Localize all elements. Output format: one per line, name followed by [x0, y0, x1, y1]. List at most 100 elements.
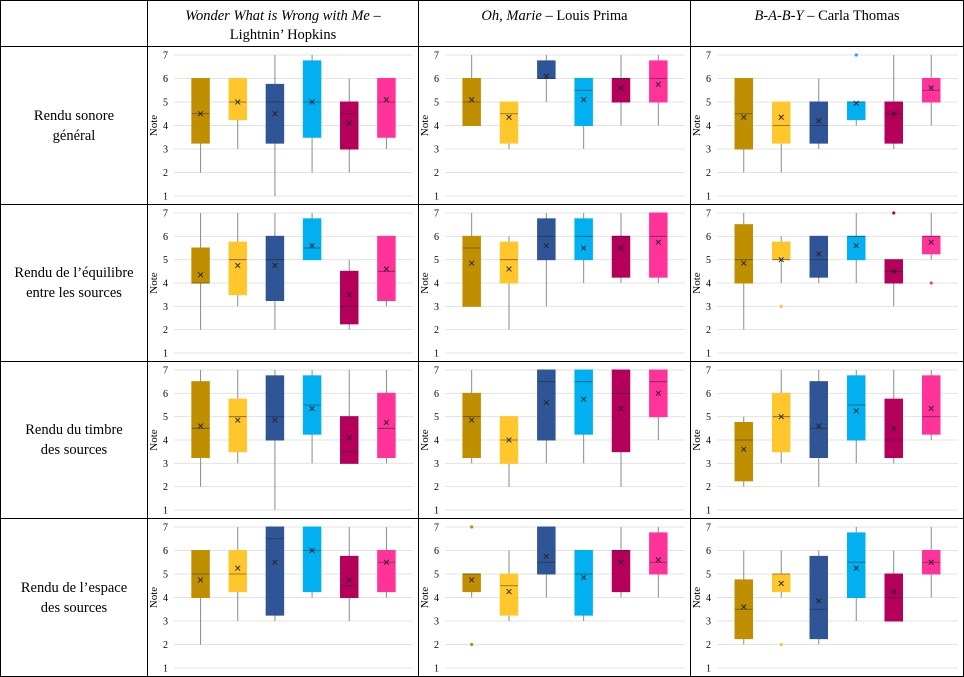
column-header-1: Wonder What is Wrong with Me – Lightnin’…	[147, 0, 419, 47]
column-artist: Louis Prima	[556, 8, 628, 24]
column-separator: –	[541, 8, 557, 24]
box-6	[922, 527, 941, 598]
outlier-point	[470, 525, 474, 529]
y-tick-label: 2	[434, 168, 439, 179]
mean-marker	[197, 111, 204, 117]
box-3	[809, 78, 828, 149]
y-tick-label: 7	[434, 366, 439, 377]
box-4	[847, 370, 866, 464]
column-title: Oh, Marie	[481, 8, 542, 24]
mean-marker	[383, 266, 390, 272]
box-plot-panel: Note 1 2 3 4 5 6 7	[419, 51, 685, 203]
box-body	[499, 241, 519, 284]
y-tick-label: 6	[163, 232, 168, 243]
y-tick-label: 2	[163, 168, 168, 179]
box-body	[884, 101, 903, 144]
box-2	[772, 236, 791, 308]
box-4	[574, 550, 593, 621]
box-4	[302, 213, 322, 261]
box-body	[340, 555, 359, 598]
box-body	[340, 101, 359, 150]
box-1	[462, 55, 481, 126]
mean-marker	[346, 577, 352, 583]
mean-marker	[272, 417, 278, 423]
y-tick-label: 6	[163, 74, 168, 85]
box-6	[649, 527, 668, 598]
mean-marker	[468, 577, 475, 583]
box-5	[884, 55, 903, 149]
mean-marker	[506, 266, 512, 272]
y-tick-label: 5	[706, 570, 711, 581]
outlier-point	[779, 642, 783, 647]
row-label-line: des sources	[40, 599, 108, 616]
outlier-point	[470, 642, 474, 647]
box-body	[462, 573, 481, 593]
row-label-2: Rendu de l’équilibre entre les sources	[0, 204, 148, 362]
box-2	[228, 213, 247, 307]
mean-marker	[853, 100, 859, 106]
box-4	[574, 213, 593, 283]
box-plot-panel: Note 1 2 3 4 5 6 7	[419, 523, 685, 675]
y-tick-label: 2	[163, 640, 168, 651]
column-artist: Lightnin’ Hopkins	[229, 27, 337, 43]
row-label-line: Rendu du timbre	[25, 422, 123, 438]
y-tick-label: 3	[434, 145, 439, 156]
y-tick-label: 5	[163, 412, 168, 423]
mean-marker	[816, 598, 822, 604]
box-5	[611, 213, 631, 283]
box-body	[537, 526, 556, 575]
box-2	[499, 416, 519, 487]
column-header-3: B-A-B-Y – Carla Thomas	[690, 0, 964, 47]
y-tick-label: 3	[163, 459, 168, 470]
y-tick-label: 5	[434, 98, 439, 109]
mean-marker	[580, 396, 587, 402]
column-artist: Carla Thomas	[818, 8, 900, 24]
mean-marker	[928, 559, 934, 565]
box-3	[809, 550, 828, 645]
column-separator: –	[803, 8, 819, 24]
box-body	[922, 235, 941, 255]
y-tick-label: 5	[706, 255, 711, 266]
y-axis-title: Note	[691, 429, 703, 451]
y-tick-label: 5	[706, 98, 711, 109]
y-tick-label: 7	[706, 523, 711, 534]
y-tick-label: 7	[434, 523, 439, 534]
box-plot-panel: Note 1 2 3 4 5 6 7	[691, 51, 958, 203]
mean-marker	[891, 588, 897, 595]
mean-marker	[235, 262, 241, 269]
box-2	[228, 527, 247, 621]
box-plot-panel: Note 1 2 3 4 5 6 7	[148, 366, 413, 517]
mean-marker	[309, 547, 315, 554]
box-5	[611, 55, 631, 126]
y-tick-label: 2	[163, 482, 168, 493]
mean-marker	[891, 425, 897, 432]
box-1	[191, 370, 210, 487]
box-body	[809, 101, 828, 144]
box-body	[809, 555, 828, 640]
y-axis-title: Note	[419, 115, 431, 137]
box-6	[377, 78, 396, 149]
box-plot-panel: Note 1 2 3 4 5 6 7	[691, 209, 958, 360]
y-tick-label: 4	[434, 279, 439, 290]
box-plot-panel: Note 1 2 3 4 5 6 7	[148, 523, 413, 675]
box-body	[377, 78, 396, 138]
box-6	[922, 370, 941, 440]
box-body	[265, 235, 285, 301]
y-axis-title: Note	[148, 429, 160, 451]
box-2	[228, 370, 247, 464]
y-tick-label: 1	[434, 192, 439, 203]
box-1	[734, 550, 753, 645]
column-separator: –	[369, 8, 381, 24]
mean-marker	[580, 96, 587, 103]
box-body	[574, 369, 593, 435]
box-body	[191, 78, 210, 144]
box-4	[302, 55, 322, 173]
box-1	[734, 213, 753, 330]
box-body	[809, 381, 828, 459]
y-axis-title: Note	[148, 587, 160, 609]
mean-marker	[816, 251, 822, 257]
box-body	[772, 101, 791, 144]
box-3	[537, 369, 556, 464]
mean-marker	[383, 96, 390, 103]
